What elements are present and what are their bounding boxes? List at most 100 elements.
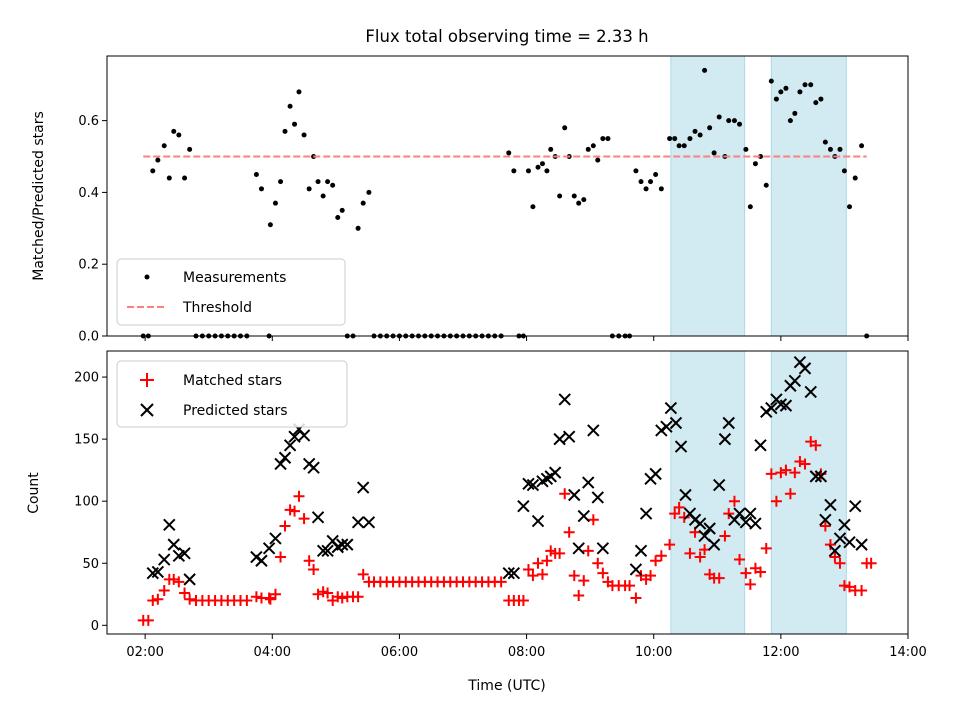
bottom-panel: 0 50 100 150 200 02:00 04:00 06:00 08:00 10:00 12… bbox=[26, 350, 927, 694]
matched-stars-point bbox=[775, 467, 787, 479]
measurements-point bbox=[360, 200, 366, 206]
predicted-stars-point bbox=[744, 507, 757, 520]
matched-stars-point bbox=[573, 590, 585, 602]
measurements-point bbox=[643, 186, 649, 192]
matched-stars-point bbox=[669, 508, 681, 520]
matched-stars-point bbox=[263, 592, 275, 604]
predicted-stars-point bbox=[843, 535, 856, 549]
measurements-point bbox=[253, 171, 259, 177]
measurements-point bbox=[600, 136, 606, 142]
predicted-stars-point bbox=[629, 563, 643, 576]
matched-stars-point bbox=[241, 594, 253, 606]
matched-stars-point bbox=[336, 592, 348, 604]
predicted-stars-point bbox=[548, 466, 562, 479]
matched-stars-point bbox=[744, 578, 756, 590]
matched-stars-point bbox=[532, 557, 544, 569]
matched-stars-point bbox=[684, 547, 696, 559]
bottom-y-tick-label: 0 bbox=[91, 619, 99, 634]
matched-stars-point bbox=[158, 585, 170, 597]
measurements-point bbox=[697, 132, 703, 138]
bottom-legend-box bbox=[116, 360, 348, 428]
measurements-point bbox=[557, 193, 563, 199]
matched-stars-legend-label: Matched stars bbox=[183, 373, 282, 389]
predicted-stars-point bbox=[568, 488, 581, 502]
matched-stars-point bbox=[517, 594, 529, 606]
predicted-stars-point bbox=[838, 518, 851, 531]
top-shaded-region bbox=[670, 55, 746, 337]
predicted-stars-point bbox=[849, 499, 862, 513]
predicted-stars-point bbox=[660, 420, 673, 433]
matched-stars-point bbox=[322, 587, 334, 599]
matched-stars-point bbox=[784, 488, 796, 500]
predicted-stars-point bbox=[693, 517, 707, 530]
measurements-point bbox=[335, 215, 341, 221]
matched-stars-point bbox=[541, 555, 553, 567]
measurements-point bbox=[692, 128, 698, 134]
measurements-point bbox=[747, 204, 753, 210]
matched-stars-point bbox=[810, 439, 822, 451]
threshold-legend-label: Threshold bbox=[182, 300, 252, 316]
measurements-point bbox=[797, 89, 803, 95]
matched-stars-point bbox=[289, 505, 301, 517]
measurements-point bbox=[595, 157, 601, 163]
predicted-stars-point bbox=[526, 478, 540, 492]
top-y-tick-label: 0.2 bbox=[78, 258, 99, 273]
measurements-point bbox=[859, 143, 865, 149]
top-legend: Measurements Threshold bbox=[116, 258, 346, 326]
matched-stars-point bbox=[645, 570, 657, 582]
measurements-point bbox=[676, 143, 682, 149]
matched-stars-point bbox=[495, 576, 507, 588]
measurements-point bbox=[653, 171, 659, 177]
predicted-stars-point bbox=[824, 498, 837, 512]
measurements-point bbox=[672, 136, 678, 142]
bottom-x-ticks: 02:00 04:00 06:00 08:00 10:00 12:00 14:00 bbox=[126, 634, 927, 660]
predicted-stars-point bbox=[828, 544, 842, 558]
matched-stars-point bbox=[819, 520, 831, 532]
bottom-x-tick-label: 08:00 bbox=[508, 645, 545, 660]
predicted-stars-point bbox=[703, 522, 716, 535]
measurements-point bbox=[272, 200, 278, 206]
matched-stars-point bbox=[734, 554, 746, 566]
predicted-stars-point bbox=[183, 573, 196, 586]
measurements-point bbox=[581, 197, 587, 203]
bottom-x-tick-label: 10:00 bbox=[635, 645, 672, 660]
measurements-point bbox=[171, 128, 177, 134]
matched-stars-point bbox=[824, 539, 836, 551]
predicted-stars-point bbox=[765, 401, 778, 415]
top-y-tick-label: 0.4 bbox=[78, 186, 99, 201]
predicted-stars-point bbox=[809, 470, 823, 483]
top-panel: 0.0 0.2 0.4 0.6 Matched/Predicted stars Mea… bbox=[31, 55, 909, 345]
matched-stars-point bbox=[678, 511, 690, 523]
predicted-stars-point bbox=[558, 393, 571, 406]
matched-stars-point bbox=[844, 581, 856, 593]
matched-stars-point bbox=[264, 593, 276, 605]
measurements-point bbox=[182, 175, 188, 181]
measurements-point bbox=[818, 96, 824, 102]
matched-stars-point bbox=[838, 580, 850, 592]
bottom-y-tick-label: 50 bbox=[82, 557, 99, 572]
measurements-point bbox=[792, 110, 798, 116]
matched-stars-point bbox=[527, 570, 539, 582]
matched-stars-point bbox=[352, 591, 364, 603]
measurements-point bbox=[743, 146, 749, 152]
predicted-stars-point bbox=[733, 507, 746, 520]
bottom-y-tick-label: 100 bbox=[74, 495, 99, 510]
predicted-stars-point bbox=[307, 461, 320, 474]
measurements-point bbox=[366, 189, 372, 195]
predicted-stars-point bbox=[712, 478, 726, 492]
predicted-stars-legend-label: Predicted stars bbox=[183, 403, 288, 419]
matched-stars-point bbox=[308, 563, 320, 575]
matched-stars-point bbox=[250, 591, 262, 603]
matched-stars-point bbox=[298, 513, 310, 525]
bottom-y-ticks: 0 50 100 150 200 bbox=[74, 371, 107, 634]
measurements-point bbox=[837, 146, 843, 152]
measurements-point bbox=[773, 96, 779, 102]
measurements-point bbox=[590, 143, 596, 149]
predicted-stars-point bbox=[316, 544, 330, 558]
bottom-y-tick-label: 150 bbox=[74, 433, 99, 448]
measurements-point bbox=[292, 121, 298, 127]
predicted-stars-point bbox=[754, 439, 767, 452]
predicted-stars-point bbox=[819, 513, 832, 527]
matched-stars-point bbox=[630, 592, 642, 604]
matched-stars-point bbox=[597, 567, 609, 579]
